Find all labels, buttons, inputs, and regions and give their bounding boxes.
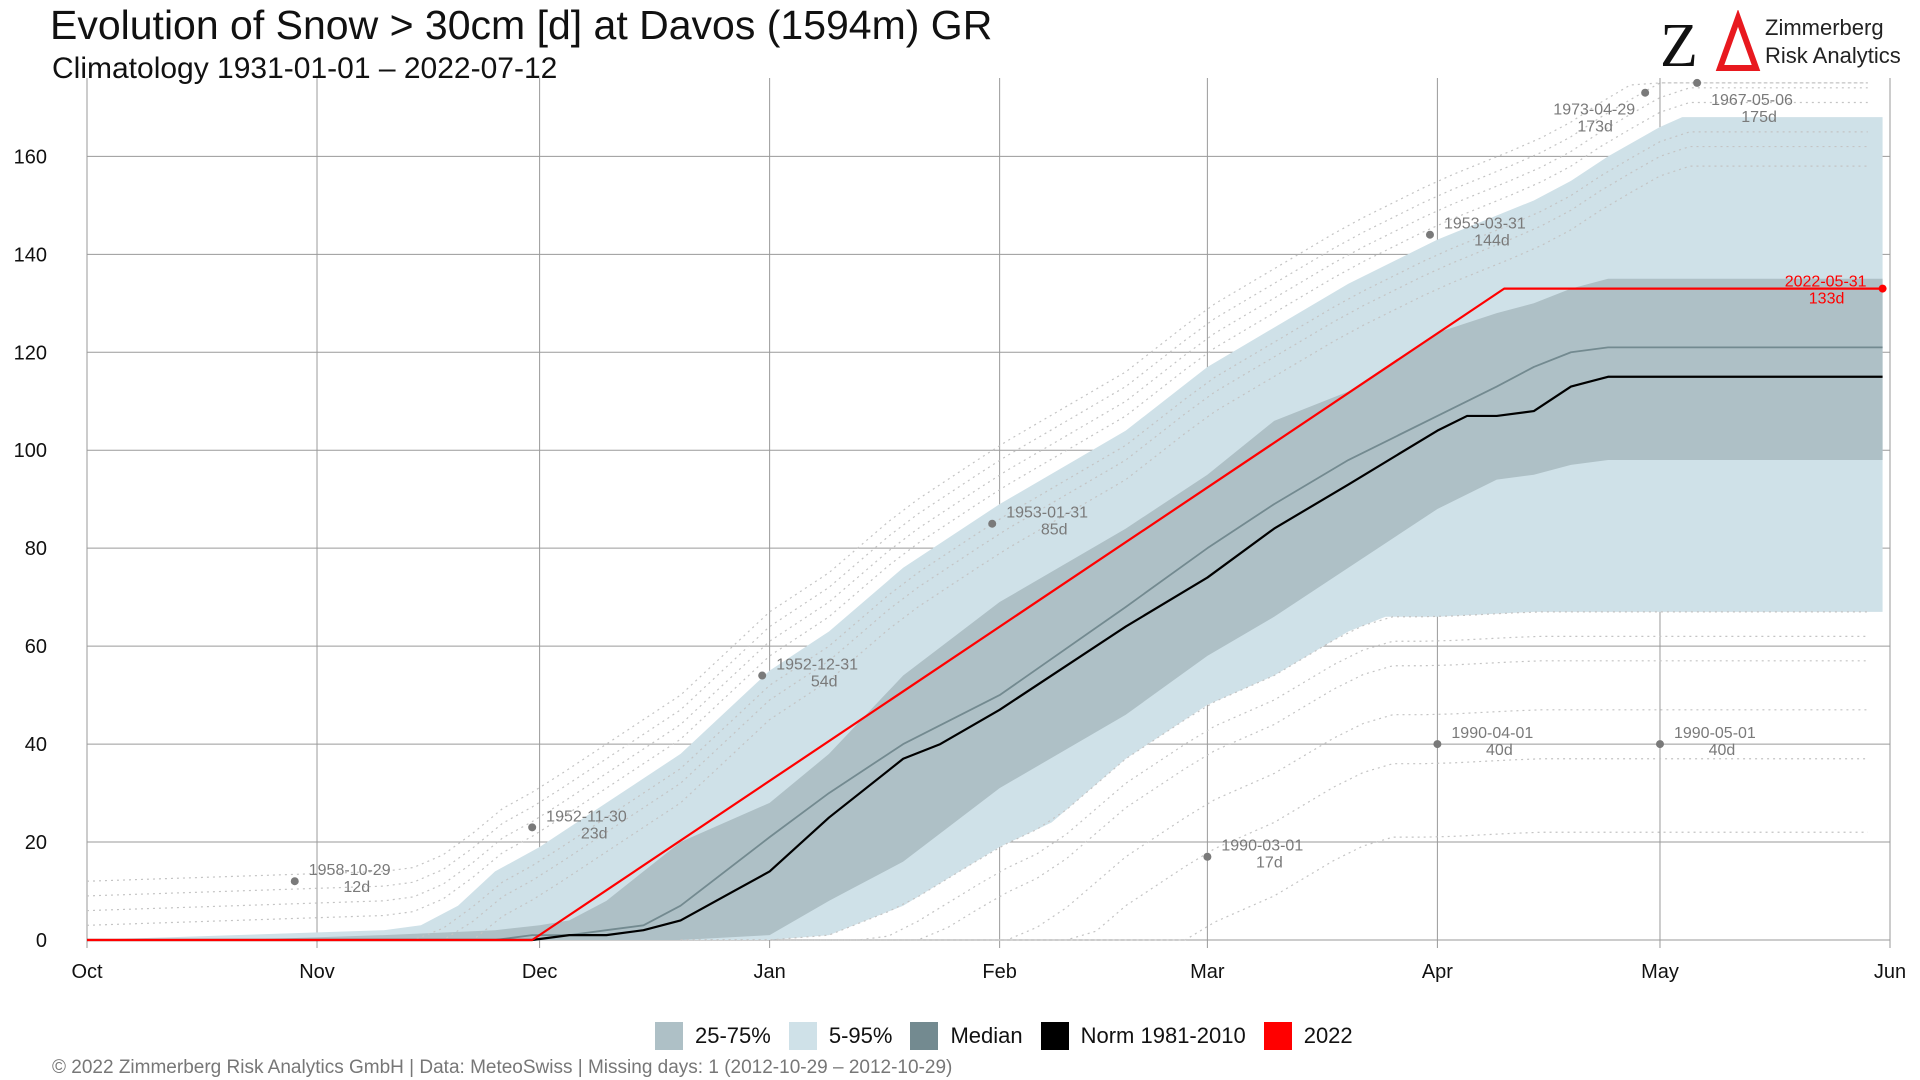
record-value-label: 173d [1577, 119, 1613, 136]
legend-item: Median [910, 1022, 1023, 1050]
record-date-label: 1952-12-31 [776, 657, 858, 674]
record-point [290, 877, 299, 886]
record-value-label: 85d [1041, 522, 1068, 539]
x-tick-label: May [1641, 961, 1679, 983]
legend-item: 5-95% [788, 1022, 893, 1050]
svg-text:Z: Z [1660, 12, 1698, 80]
historical-trace-lower [680, 635, 1868, 941]
record-point [528, 823, 537, 832]
logo-text-line1: Zimmerberg [1765, 15, 1884, 40]
record-value-label: 40d [1709, 742, 1736, 759]
record-point [758, 671, 767, 680]
record-point [1878, 284, 1887, 293]
legend-item: Norm 1981-2010 [1040, 1022, 1246, 1050]
historical-trace-lower [680, 611, 1868, 941]
legend-swatch [788, 1022, 817, 1050]
historical-traces [86, 82, 1868, 941]
x-tick-label: Apr [1422, 961, 1453, 983]
historical-trace-lower [680, 831, 1868, 941]
y-tick-label: 60 [25, 636, 47, 658]
record-date-label: 1967-05-06 [1711, 92, 1793, 109]
y-tick-label: 80 [25, 538, 47, 560]
record-value-label: 133d [1809, 291, 1845, 308]
historical-trace-lower [680, 660, 1868, 941]
legend-swatch [655, 1022, 683, 1050]
series-lines [87, 287, 1883, 942]
chart-title: Evolution of Snow > 30cm [d] at Davos (1… [50, 2, 993, 48]
y-tick-label: 40 [25, 734, 47, 756]
record-date-label: 1958-10-29 [309, 862, 391, 879]
legend-label: Median [950, 1023, 1023, 1048]
x-tick-label: Mar [1190, 961, 1225, 983]
record-date-label: 1952-11-30 [546, 808, 627, 825]
series-line-2022 [87, 287, 1883, 942]
historical-trace-upper [86, 82, 1868, 897]
series-line-norm-1981-2010 [87, 375, 1883, 942]
record-point [1433, 740, 1442, 749]
y-tick-label: 160 [14, 146, 47, 168]
x-tick-label: Jun [1874, 961, 1906, 983]
record-date-label: 1990-03-01 [1221, 838, 1303, 855]
record-point [988, 519, 997, 528]
record-value-label: 12d [343, 879, 370, 896]
legend-item: 2022 [1263, 1022, 1353, 1050]
legend-label: Norm 1981-2010 [1080, 1023, 1246, 1048]
record-value-label: 54d [811, 674, 838, 691]
record-value-label: 175d [1741, 109, 1777, 126]
chart-legend: 25-75% 5-95% Median Norm 1981-2010 2022 [655, 1020, 1371, 1052]
record-point [1693, 78, 1702, 87]
record-value-label: 17d [1256, 855, 1283, 872]
record-value-label: 40d [1486, 742, 1513, 759]
record-date-label: 1953-03-31 [1444, 216, 1526, 233]
x-tick-label: Jan [753, 961, 785, 983]
record-date-label: 1990-04-01 [1451, 725, 1533, 742]
x-tick-label: Oct [71, 961, 103, 983]
y-tick-label: 20 [25, 832, 47, 854]
record-date-label: 1953-01-31 [1006, 505, 1088, 522]
record-point [1425, 230, 1434, 239]
legend-label: 5-95% [828, 1023, 893, 1048]
y-tick-label: 140 [14, 244, 47, 266]
historical-trace-upper [86, 101, 1868, 926]
axes: 0 20 40 60 80 100 120 140 160 Oct Nov Dec Jan Feb Mar A… [14, 146, 1907, 983]
y-tick-label: 120 [14, 342, 47, 364]
x-tick-label: Dec [522, 961, 558, 983]
footer-credits: © 2022 Zimmerberg Risk Analytics GmbH | … [52, 1057, 953, 1078]
record-value-label: 144d [1474, 233, 1510, 250]
legend-swatch [1263, 1022, 1292, 1050]
historical-trace-upper [87, 145, 1868, 941]
historical-trace-lower [680, 709, 1868, 941]
x-tick-label: Feb [982, 961, 1016, 983]
chart-subtitle: Climatology 1931-01-01 – 2022-07-12 [52, 52, 558, 85]
historical-trace-upper [86, 82, 1868, 882]
y-tick-label: 0 [36, 930, 47, 952]
legend-swatch [1040, 1022, 1069, 1050]
legend-label: 25-75% [695, 1023, 771, 1048]
band-25-75 [235, 278, 1883, 940]
x-tick-label: Nov [299, 961, 335, 983]
record-date-label: 1973-04-29 [1553, 102, 1635, 119]
record-point [1641, 88, 1650, 97]
y-tick-label: 100 [14, 440, 47, 462]
legend-swatch [910, 1022, 939, 1050]
logo-text-line2: Risk Analytics [1765, 43, 1901, 68]
company-logo: Z Zimmerberg Risk Analytics [1660, 10, 1910, 80]
legend-label: 2022 [1303, 1023, 1353, 1048]
logo-mark-icon: Z [1660, 10, 1761, 80]
record-date-label: 1990-05-01 [1674, 725, 1756, 742]
record-point [1203, 852, 1212, 861]
historical-trace-upper [86, 87, 1868, 912]
historical-trace-upper [87, 165, 1868, 941]
record-value-label: 23d [581, 825, 608, 842]
legend-item: 25-75% [655, 1022, 771, 1050]
record-date-label: 2022-05-31 [1785, 274, 1867, 291]
record-point [1655, 740, 1664, 749]
